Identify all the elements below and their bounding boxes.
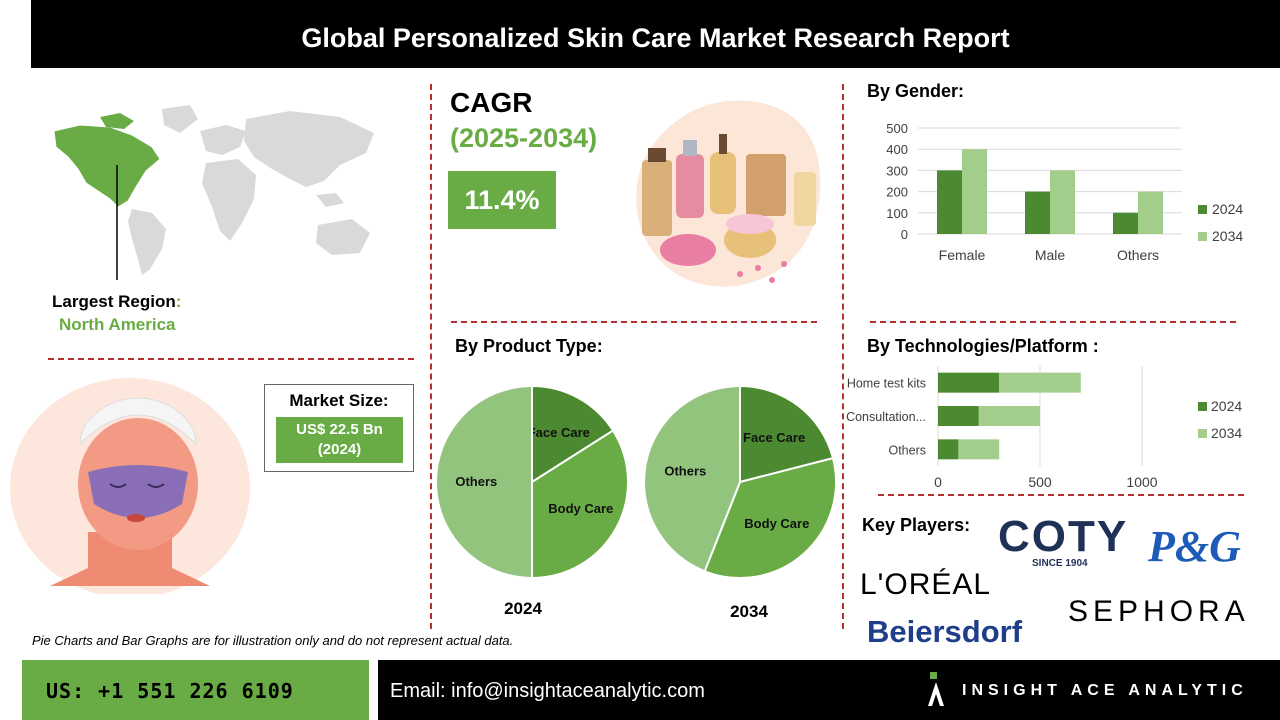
gender-legend-label: 2034 bbox=[1212, 228, 1243, 244]
market-size-year: (2024) bbox=[317, 441, 362, 458]
gender-ytick-label: 400 bbox=[886, 142, 908, 157]
tech-xtick-label: 1000 bbox=[1126, 474, 1157, 490]
world-map-icon bbox=[53, 105, 374, 280]
region-label-text: Largest Region bbox=[52, 292, 176, 311]
pie-2024-slice bbox=[531, 429, 629, 580]
title-bar: Global Personalized Skin Care Market Res… bbox=[31, 0, 1280, 68]
footer-brand: INSIGHT ACE ANALYTIC bbox=[962, 682, 1248, 699]
pie-2034-slice bbox=[703, 456, 837, 579]
divider-left bbox=[48, 358, 414, 360]
tech-legend-label: 2034 bbox=[1211, 425, 1242, 441]
tech-xtick-label: 500 bbox=[1028, 474, 1052, 490]
divider-right-bottom bbox=[878, 494, 1244, 496]
divider-middle bbox=[451, 321, 817, 323]
loreal-logo: L'ORÉAL bbox=[860, 568, 992, 601]
gender-bar-2034 bbox=[1050, 170, 1075, 234]
gender-legend-swatch bbox=[1198, 232, 1207, 241]
insight-ace-logo-icon bbox=[928, 672, 944, 706]
pie-2024-slice-label: Others bbox=[455, 474, 497, 489]
market-size-label: Market Size: bbox=[289, 391, 389, 410]
footer-phone[interactable]: US: +1 551 226 6109 bbox=[46, 679, 294, 703]
gender-legend-swatch bbox=[1198, 205, 1207, 214]
market-size-value: US$ 22.5 Bn bbox=[296, 421, 383, 438]
gender-bar-2024 bbox=[1025, 191, 1050, 234]
tech-category-label: Home test kits bbox=[847, 377, 926, 391]
gender-bar-2034 bbox=[962, 149, 987, 234]
tech-category-label: Consultation... bbox=[846, 410, 926, 424]
pie-2034-slice-label: Others bbox=[664, 464, 706, 479]
tech-legend-label: 2024 bbox=[1211, 398, 1242, 414]
gender-category-label: Female bbox=[939, 247, 986, 263]
gender-ytick-label: 500 bbox=[886, 121, 908, 136]
gender-heading: By Gender: bbox=[867, 81, 965, 101]
tech-legend-swatch bbox=[1198, 402, 1207, 411]
footer-phone-bar: US: +1 551 226 6109 bbox=[22, 660, 369, 720]
gender-ytick-label: 0 bbox=[901, 227, 908, 242]
pie-2024-slice bbox=[435, 384, 533, 580]
market-size-box: Market Size: US$ 22.5 Bn (2024) bbox=[264, 384, 414, 472]
cosmetic-products-illustration-icon bbox=[636, 100, 821, 287]
pie-2034-slice bbox=[739, 384, 835, 484]
coty-since: SINCE 1904 bbox=[1032, 558, 1088, 569]
tech-bar-2024 bbox=[938, 406, 979, 426]
gender-bar-2024 bbox=[1113, 212, 1138, 234]
pg-logo: P&G bbox=[1148, 522, 1241, 571]
product-type-heading: By Product Type: bbox=[455, 336, 603, 356]
product-pie-2034: Face Care Body Care Others bbox=[643, 384, 837, 579]
footer-contact-bar: Email: info@insightaceanalytic.com INSIG… bbox=[378, 660, 1280, 720]
sephora-logo: SEPHORA bbox=[1068, 595, 1250, 628]
market-size-value-box: US$ 22.5 Bn (2024) bbox=[276, 417, 403, 463]
cagr-period: (2025-2034) bbox=[450, 123, 598, 153]
pie-2024-slice-label: Face Care bbox=[528, 425, 590, 440]
product-pie-2024: Face Care Body Care Others bbox=[435, 384, 629, 580]
coty-logo: COTY bbox=[998, 512, 1129, 561]
pie-2034-year: 2034 bbox=[730, 602, 768, 621]
pie-2034-slice-label: Body Care bbox=[744, 516, 809, 531]
tech-bar-2024 bbox=[938, 372, 1000, 393]
gender-bar-2034 bbox=[1138, 191, 1163, 234]
tech-category-label: Others bbox=[888, 443, 926, 457]
tech-xtick-label: 0 bbox=[934, 474, 942, 490]
gender-ytick-label: 200 bbox=[886, 185, 908, 200]
pie-2034-slice bbox=[643, 384, 741, 573]
tech-bar-2034 bbox=[999, 372, 1081, 393]
pie-2024-slice bbox=[531, 384, 615, 484]
divider-vertical-right bbox=[842, 84, 844, 629]
pie-2024-year: 2024 bbox=[504, 599, 542, 618]
key-players-heading: Key Players: bbox=[862, 515, 971, 535]
divider-vertical-left bbox=[430, 84, 432, 629]
tech-legend-swatch bbox=[1198, 429, 1207, 438]
tech-bar-2034 bbox=[958, 439, 1000, 460]
pie-2024-slice-label: Body Care bbox=[548, 501, 613, 516]
technologies-heading: By Technologies/Platform : bbox=[867, 336, 1099, 356]
page-title: Global Personalized Skin Care Market Res… bbox=[301, 23, 1010, 53]
tech-bar-2034 bbox=[978, 406, 1040, 426]
tech-bar-2024 bbox=[938, 439, 959, 460]
north-america-shape bbox=[53, 124, 161, 208]
gender-ytick-label: 300 bbox=[886, 163, 908, 178]
gender-category-label: Male bbox=[1035, 247, 1066, 263]
beiersdorf-logo: Beiersdorf bbox=[867, 614, 1023, 649]
gender-legend-label: 2024 bbox=[1212, 201, 1243, 217]
divider-right-top bbox=[870, 321, 1236, 323]
gender-bar-2024 bbox=[937, 170, 962, 234]
largest-region-label: Largest Region: bbox=[52, 292, 181, 312]
cagr-label: CAGR bbox=[450, 87, 533, 118]
footer-email[interactable]: Email: info@insightaceanalytic.com bbox=[390, 680, 705, 702]
gender-ytick-label: 100 bbox=[886, 206, 908, 221]
region-label-colon: : bbox=[175, 292, 182, 311]
gender-category-label: Others bbox=[1117, 247, 1159, 263]
pie-2034-slice-label: Face Care bbox=[743, 430, 805, 445]
largest-region-value: North America bbox=[59, 315, 176, 334]
cagr-value: 11.4% bbox=[448, 171, 556, 229]
face-mask-illustration-icon bbox=[10, 378, 250, 594]
technologies-bar-chart: 0 500 1000 Home test kits Consultation... Oth… bbox=[846, 366, 1242, 490]
disclaimer: Pie Charts and Bar Graphs are for illust… bbox=[32, 633, 514, 648]
gender-bar-chart: 0 100 200 300 400 500 Female Male Others 2024 2034 bbox=[886, 121, 1243, 263]
